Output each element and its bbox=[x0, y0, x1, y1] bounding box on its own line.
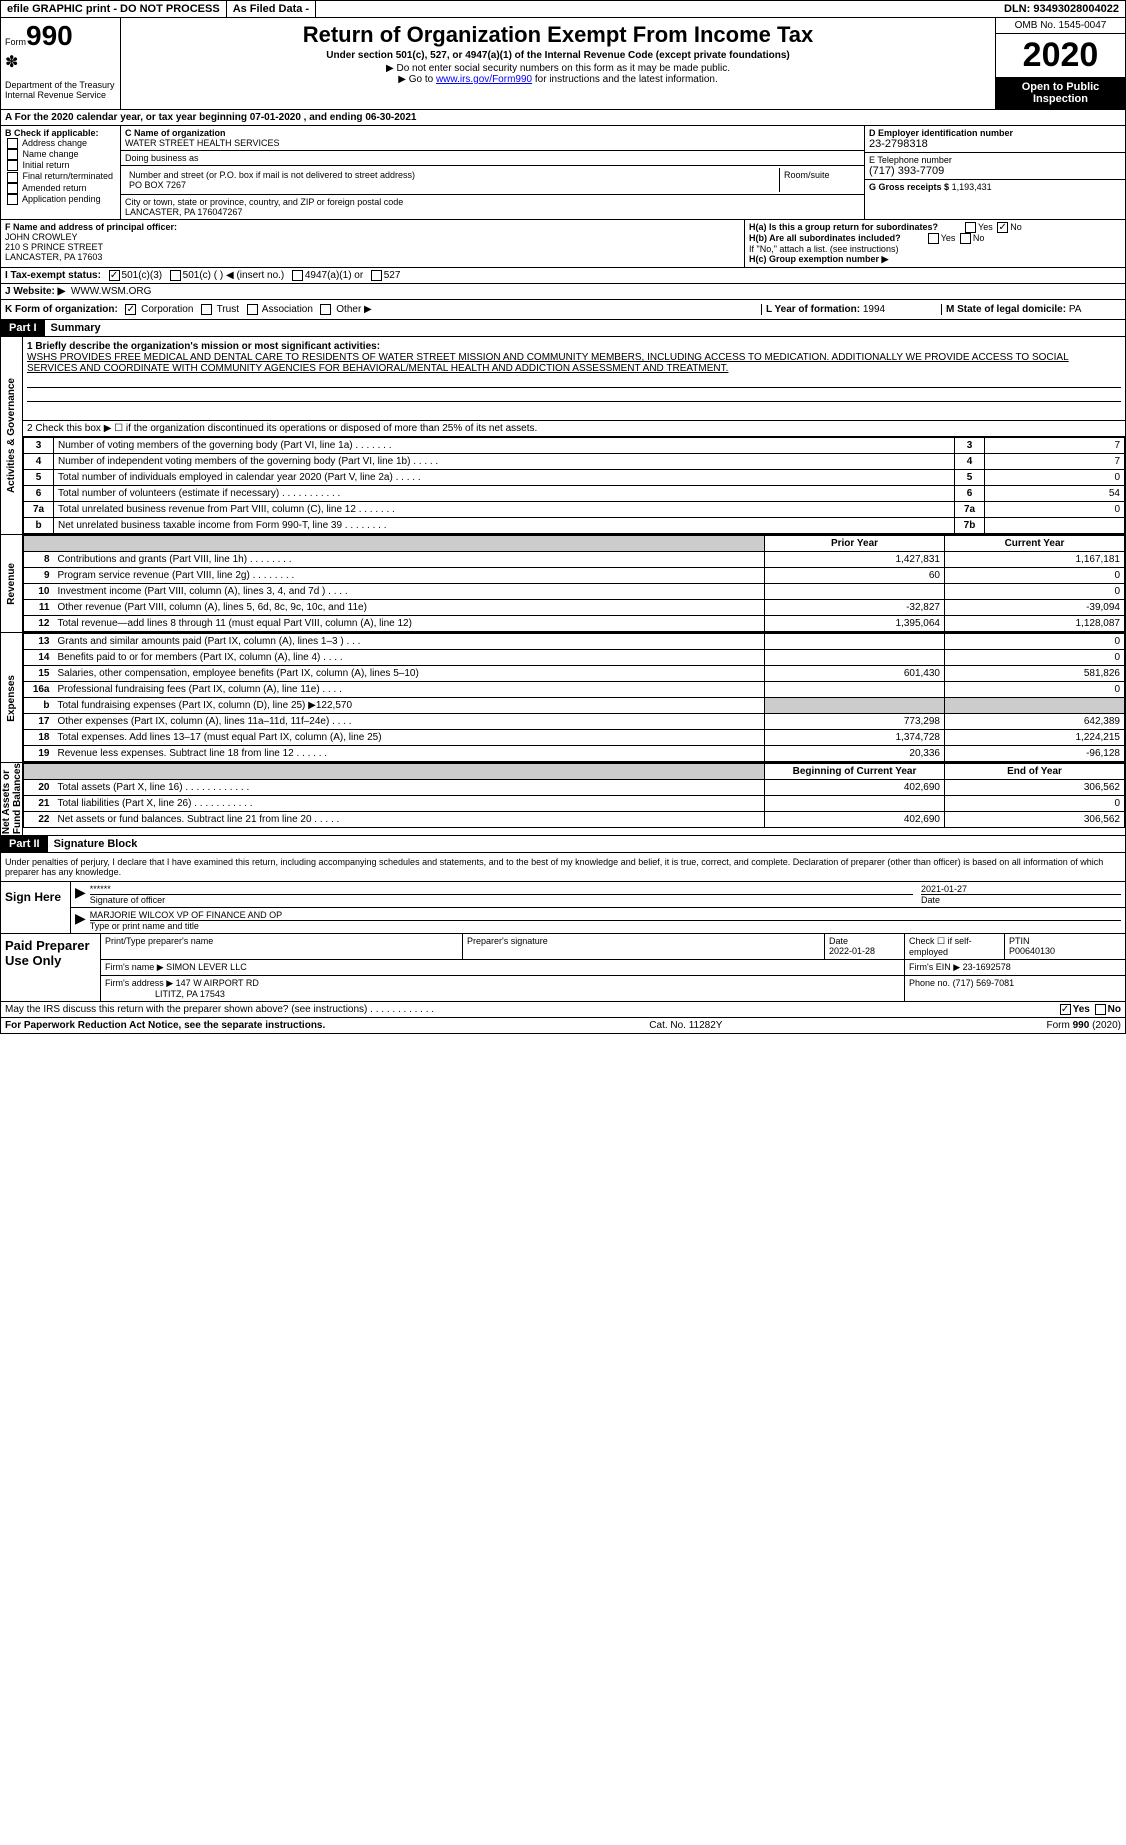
row-a: A For the 2020 calendar year, or tax yea… bbox=[0, 110, 1126, 126]
line-2: 2 Check this box ▶ ☐ if the organization… bbox=[23, 421, 1125, 437]
row-j: J Website: ▶ WWW.WSM.ORG bbox=[0, 284, 1126, 300]
phone-value: (717) 393-7709 bbox=[869, 165, 1121, 177]
row-i: I Tax-exempt status: ✓ 501(c)(3) 501(c) … bbox=[0, 268, 1126, 284]
form-number: 990 bbox=[26, 20, 73, 51]
footer: For Paperwork Reduction Act Notice, see … bbox=[0, 1018, 1126, 1034]
row-fh: F Name and address of principal officer:… bbox=[0, 220, 1126, 268]
col-b: B Check if applicable: Address change Na… bbox=[1, 126, 121, 219]
topbar: efile GRAPHIC print - DO NOT PROCESS As … bbox=[0, 0, 1126, 18]
org-city: LANCASTER, PA 176047267 bbox=[125, 207, 860, 217]
asfiled-label: As Filed Data - bbox=[227, 1, 316, 17]
gov-row: 4Number of independent voting members of… bbox=[24, 454, 1125, 470]
vert-rev: Revenue bbox=[6, 563, 17, 605]
mission-text: WSHS PROVIDES FREE MEDICAL AND DENTAL CA… bbox=[27, 352, 1121, 374]
b-opt-0: Address change bbox=[5, 138, 116, 149]
d-ein: D Employer identification number 23-2798… bbox=[865, 126, 1125, 153]
open-inspection: Open to Public Inspection bbox=[996, 77, 1125, 109]
b-opt-2: Initial return bbox=[5, 160, 116, 171]
form-id-block: Form990 ✽ Department of the Treasury Int… bbox=[1, 18, 121, 109]
website: WWW.WSM.ORG bbox=[71, 286, 152, 297]
gross-receipts: 1,193,431 bbox=[952, 182, 992, 192]
sign-here-row: Sign Here ▶ ****** Signature of officer … bbox=[1, 882, 1125, 933]
fin-row: 9Program service revenue (Part VIII, lin… bbox=[24, 568, 1125, 584]
gov-row: 7aTotal unrelated business revenue from … bbox=[24, 502, 1125, 518]
part1-header: Part I Summary bbox=[0, 320, 1126, 337]
vert-net: Net Assets or Fund Balances bbox=[1, 763, 23, 834]
expenses-table: 13Grants and similar amounts paid (Part … bbox=[23, 633, 1125, 762]
form-title: Return of Organization Exempt From Incom… bbox=[125, 22, 991, 48]
ein-value: 23-2798318 bbox=[869, 138, 1121, 150]
netassets-table: Beginning of Current YearEnd of Year 20T… bbox=[23, 763, 1125, 828]
gov-row: 3Number of voting members of the governi… bbox=[24, 438, 1125, 454]
fin-row: 14Benefits paid to or for members (Part … bbox=[24, 650, 1125, 666]
signature-block: Under penalties of perjury, I declare th… bbox=[0, 853, 1126, 1002]
expenses-section: Expenses 13Grants and similar amounts pa… bbox=[0, 633, 1126, 763]
fin-row: 10Investment income (Part VIII, column (… bbox=[24, 584, 1125, 600]
fin-row: 15Salaries, other compensation, employee… bbox=[24, 666, 1125, 682]
org-name: WATER STREET HEALTH SERVICES bbox=[125, 138, 860, 148]
gov-row: 6Total number of volunteers (estimate if… bbox=[24, 486, 1125, 502]
fin-row: bTotal fundraising expenses (Part IX, co… bbox=[24, 698, 1125, 714]
part2-header: Part II Signature Block bbox=[0, 836, 1126, 853]
section-bcd: B Check if applicable: Address change Na… bbox=[0, 126, 1126, 220]
h-group: H(a) Is this a group return for subordin… bbox=[745, 220, 1125, 267]
c-dba-cell: Doing business as bbox=[121, 151, 864, 166]
c-name-cell: C Name of organization WATER STREET HEAL… bbox=[121, 126, 864, 151]
fin-row: 18Total expenses. Add lines 13–17 (must … bbox=[24, 730, 1125, 746]
fin-row: 11Other revenue (Part VIII, column (A), … bbox=[24, 600, 1125, 616]
netassets-section: Net Assets or Fund Balances Beginning of… bbox=[0, 763, 1126, 835]
efile-label: efile GRAPHIC print - DO NOT PROCESS bbox=[1, 1, 227, 17]
form-subtitle: Under section 501(c), 527, or 4947(a)(1)… bbox=[125, 50, 991, 61]
paid-preparer-row: Paid Preparer Use Only Print/Type prepar… bbox=[1, 933, 1125, 1001]
col-d: D Employer identification number 23-2798… bbox=[865, 126, 1125, 219]
b-opt-5: Application pending bbox=[5, 194, 116, 205]
row-k: K Form of organization: ✓ Corporation Tr… bbox=[0, 300, 1126, 320]
activities-governance: Activities & Governance 1 Briefly descri… bbox=[0, 337, 1126, 535]
fin-row: 21Total liabilities (Part X, line 26) . … bbox=[24, 796, 1125, 812]
b-opt-1: Name change bbox=[5, 149, 116, 160]
dln: DLN: 93493028004022 bbox=[998, 1, 1125, 17]
form-note2: ▶ Go to www.irs.gov/Form990 for instruct… bbox=[125, 74, 991, 85]
mission-block: 1 Briefly describe the organization's mi… bbox=[23, 337, 1125, 421]
header-center: Return of Organization Exempt From Incom… bbox=[121, 18, 995, 109]
g-receipts: G Gross receipts $ 1,193,431 bbox=[865, 180, 1125, 194]
b-opt-3: Final return/terminated bbox=[5, 171, 116, 182]
col-c: C Name of organization WATER STREET HEAL… bbox=[121, 126, 865, 219]
fin-row: 13Grants and similar amounts paid (Part … bbox=[24, 634, 1125, 650]
fin-row: 22Net assets or fund balances. Subtract … bbox=[24, 812, 1125, 828]
discuss-row: May the IRS discuss this return with the… bbox=[0, 1002, 1126, 1018]
e-phone: E Telephone number (717) 393-7709 bbox=[865, 153, 1125, 180]
gov-row: bNet unrelated business taxable income f… bbox=[24, 518, 1125, 534]
dept-label: Department of the Treasury Internal Reve… bbox=[5, 80, 116, 100]
b-label: B Check if applicable: bbox=[5, 128, 116, 138]
fin-row: 16aProfessional fundraising fees (Part I… bbox=[24, 682, 1125, 698]
revenue-section: Revenue Prior YearCurrent Year 8Contribu… bbox=[0, 535, 1126, 633]
fin-row: 17Other expenses (Part IX, column (A), l… bbox=[24, 714, 1125, 730]
tax-year: 2020 bbox=[996, 34, 1125, 77]
fin-row: 8Contributions and grants (Part VIII, li… bbox=[24, 552, 1125, 568]
gov-table: 3Number of voting members of the governi… bbox=[23, 437, 1125, 534]
room-suite: Room/suite bbox=[780, 168, 860, 192]
header-right: OMB No. 1545-0047 2020 Open to Public In… bbox=[995, 18, 1125, 109]
revenue-table: Prior YearCurrent Year 8Contributions an… bbox=[23, 535, 1125, 632]
fin-row: 19Revenue less expenses. Subtract line 1… bbox=[24, 746, 1125, 762]
header: Form990 ✽ Department of the Treasury Int… bbox=[0, 18, 1126, 110]
sig-declaration: Under penalties of perjury, I declare th… bbox=[1, 853, 1125, 882]
c-addr-cell: Number and street (or P.O. box if mail i… bbox=[121, 166, 864, 195]
b-opt-4: Amended return bbox=[5, 183, 116, 194]
fin-row: 20Total assets (Part X, line 16) . . . .… bbox=[24, 780, 1125, 796]
gov-row: 5Total number of individuals employed in… bbox=[24, 470, 1125, 486]
omb: OMB No. 1545-0047 bbox=[996, 18, 1125, 34]
vert-exp: Expenses bbox=[6, 675, 17, 722]
fin-row: 12Total revenue—add lines 8 through 11 (… bbox=[24, 616, 1125, 632]
irs-link[interactable]: www.irs.gov/Form990 bbox=[436, 74, 532, 85]
c-city-cell: City or town, state or province, country… bbox=[121, 195, 864, 219]
org-address: PO BOX 7267 bbox=[129, 180, 775, 190]
f-officer: F Name and address of principal officer:… bbox=[1, 220, 745, 267]
form-note1: ▶ Do not enter social security numbers o… bbox=[125, 63, 991, 74]
vert-gov: Activities & Governance bbox=[6, 378, 17, 493]
form-label: Form bbox=[5, 37, 26, 47]
